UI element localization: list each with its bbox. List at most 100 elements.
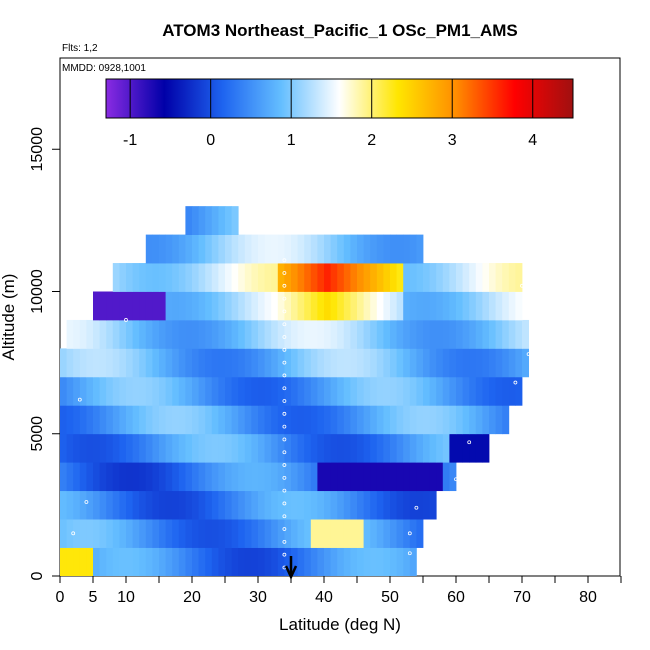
heatmap-cell: [211, 405, 219, 435]
heatmap-cell: [165, 490, 173, 520]
heatmap-cell: [337, 547, 345, 576]
heatmap-cell: [304, 433, 312, 463]
heatmap-cell: [317, 490, 325, 520]
heatmap-cell: [251, 291, 259, 321]
heatmap-cell: [277, 376, 285, 406]
heatmap-cell: [165, 519, 173, 548]
heatmap-cell: [192, 348, 199, 378]
heatmap-cell: [205, 376, 213, 406]
heatmap-cell: [185, 405, 193, 435]
heatmap-cell: [178, 433, 186, 463]
heatmap-cell: [238, 547, 246, 576]
heatmap-cell: [139, 263, 147, 292]
sample-point: [282, 463, 287, 467]
heatmap-cell: [442, 433, 450, 463]
heatmap-cell: [363, 348, 371, 378]
heatmap-cell: [218, 519, 226, 548]
heatmap-cell: [258, 348, 265, 378]
heatmap-cell: [383, 490, 391, 520]
heatmap-cell: [86, 490, 94, 520]
heatmap-cell: [79, 433, 87, 463]
heatmap-cell: [112, 490, 120, 520]
heatmap-cell: [291, 462, 298, 492]
heatmap-cell: [449, 348, 457, 378]
heatmap-cell: [258, 319, 265, 349]
heatmap-cell: [396, 234, 404, 264]
heatmap-cell: [304, 462, 312, 492]
heatmap-cell: [284, 405, 292, 435]
heatmap-cell: [343, 462, 351, 492]
heatmap-cell: [145, 319, 153, 349]
heatmap-cell: [218, 433, 226, 463]
heatmap-cell: [350, 519, 358, 548]
heatmap-cell: [198, 291, 206, 321]
heatmap-cell: [469, 433, 477, 463]
heatmap-cell: [93, 433, 100, 463]
heatmap-cell: [225, 234, 232, 264]
heatmap-cell: [324, 547, 331, 576]
sample-point: [282, 527, 287, 531]
heatmap-cell: [119, 319, 127, 349]
heatmap-cell: [112, 405, 120, 435]
heatmap-cell: [93, 319, 100, 349]
heatmap-cell: [297, 348, 305, 378]
sample-point: [282, 271, 287, 275]
heatmap-cell: [218, 206, 226, 235]
heatmap-cell: [317, 462, 325, 492]
heatmap-cell: [139, 433, 147, 463]
heatmap-cell: [258, 462, 265, 492]
heatmap-cell: [172, 547, 180, 576]
heatmap-cell: [165, 291, 173, 321]
heatmap-cell: [291, 263, 298, 292]
heatmap-cell: [396, 291, 404, 321]
sample-point: [282, 322, 287, 327]
heatmap-cell: [383, 547, 391, 576]
heatmap-cell: [363, 462, 371, 492]
heatmap-cell: [304, 490, 312, 520]
heatmap-cell: [508, 348, 516, 378]
heatmap-cell: [284, 348, 292, 378]
heatmap-cell: [376, 319, 384, 349]
heatmap-cell: [225, 376, 232, 406]
heatmap-cell: [244, 348, 252, 378]
heatmap-cell: [119, 263, 127, 292]
heatmap-cell: [152, 319, 160, 349]
heatmap-cell: [86, 348, 94, 378]
heatmap-cell: [152, 348, 160, 378]
heatmap-cell: [469, 291, 477, 321]
heatmap-cell: [310, 462, 318, 492]
heatmap-cell: [251, 433, 259, 463]
heatmap-cell: [482, 433, 490, 463]
heatmap-cell: [126, 519, 133, 548]
heatmap-cell: [383, 433, 391, 463]
heatmap-cell: [469, 263, 477, 292]
sample-point: [282, 373, 287, 378]
heatmap-cell: [106, 405, 114, 435]
heatmap-cell: [86, 376, 94, 406]
heatmap-cell: [132, 433, 140, 463]
heatmap-cell: [456, 405, 463, 435]
heatmap-cell: [337, 490, 345, 520]
heatmap-cell: [297, 234, 305, 264]
heatmap-cell: [66, 462, 74, 492]
colorbar-gradient: [105, 78, 574, 119]
sample-point: [282, 347, 287, 352]
heatmap-cell: [343, 547, 351, 576]
heatmap-cell: [376, 433, 384, 463]
heatmap-cell: [297, 405, 305, 435]
heatmap-cell: [462, 291, 470, 321]
heatmap-cell: [337, 263, 345, 292]
heatmap-cell: [475, 291, 483, 321]
heatmap-cell: [462, 433, 470, 463]
heatmap-cell: [337, 519, 345, 548]
heatmap-cell: [192, 234, 199, 264]
sample-point: [282, 514, 287, 519]
heatmap-cell: [99, 519, 107, 548]
heatmap-cell: [126, 319, 133, 349]
heatmap-cell: [192, 547, 199, 576]
heatmap-cell: [403, 547, 411, 576]
heatmap-cell: [291, 291, 298, 321]
heatmap-cell: [310, 547, 318, 576]
heatmap-cell: [73, 376, 81, 406]
